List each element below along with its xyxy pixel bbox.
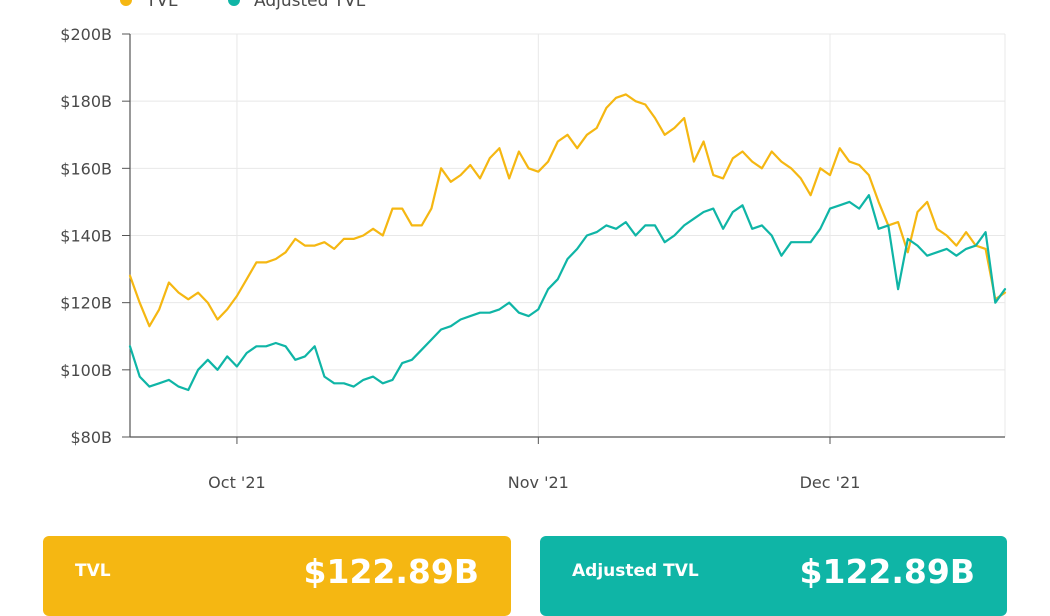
x-tick-label: Nov '21 [508, 473, 569, 492]
y-tick-label: $160B [60, 159, 112, 178]
adjusted-tvl-summary-card: Adjusted TVL $122.89B [540, 536, 1007, 616]
legend-label-adjusted-tvl: Adjusted TVL [254, 0, 366, 11]
y-tick-label: $80B [70, 428, 112, 447]
tvl-card-value: $122.89B [303, 551, 479, 591]
y-tick-label: $200B [60, 25, 112, 44]
x-tick-label: Dec '21 [800, 473, 861, 492]
legend-marker-adjusted-tvl [228, 0, 240, 6]
tvl-summary-card: TVL $122.89B [43, 536, 511, 616]
adjusted-tvl-series-line [128, 194, 1007, 392]
y-tick-label: $180B [60, 92, 112, 111]
x-tick-label: Oct '21 [208, 473, 266, 492]
adjusted-tvl-card-label: Adjusted TVL [572, 561, 699, 581]
tvl-series-line [128, 93, 1007, 328]
legend-marker-tvl [120, 0, 132, 6]
chart-series [128, 93, 1007, 392]
chart-axes: $80B $100B $120B $140B $160B $180B $200B Oct '2… [60, 25, 1005, 492]
chart-grid [130, 33, 1006, 438]
legend-label-tvl: TVL [145, 0, 178, 11]
chart-legend: TVL Adjusted TVL [120, 0, 366, 11]
tvl-card-label: TVL [75, 561, 111, 581]
y-tick-label: $100B [60, 361, 112, 380]
adjusted-tvl-card-value: $122.89B [799, 551, 975, 591]
y-tick-label: $140B [60, 227, 112, 246]
tvl-line-chart: TVL Adjusted TVL $80B $100B $120B $140B $160… [60, 0, 1007, 492]
y-tick-label: $120B [60, 294, 112, 313]
